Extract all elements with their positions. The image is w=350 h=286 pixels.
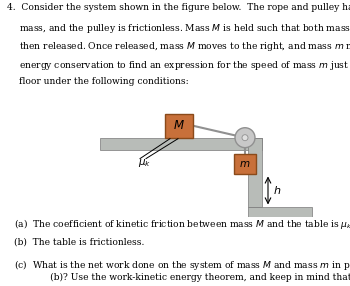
Text: $m$: $m$ bbox=[239, 158, 251, 168]
Bar bbox=[248, 207, 312, 217]
Bar bbox=[100, 138, 262, 150]
Text: (b)  The table is frictionless.: (b) The table is frictionless. bbox=[14, 238, 144, 247]
Circle shape bbox=[242, 135, 248, 141]
Circle shape bbox=[235, 128, 255, 148]
Bar bbox=[165, 114, 193, 138]
Text: (c)  What is the net work done on the system of mass $M$ and mass $m$ in parts (: (c) What is the net work done on the sys… bbox=[14, 258, 350, 272]
Text: $\mu_k$: $\mu_k$ bbox=[138, 157, 151, 168]
Text: then released. Once released, mass $M$ moves to the right, and mass $m$ moves do: then released. Once released, mass $M$ m… bbox=[19, 40, 350, 53]
Text: $M$: $M$ bbox=[173, 119, 185, 132]
Text: energy conservation to find an expression for the speed of mass $m$ just before : energy conservation to find an expressio… bbox=[19, 59, 350, 72]
Text: floor under the following conditions:: floor under the following conditions: bbox=[19, 77, 189, 86]
Bar bbox=[248, 138, 262, 207]
Text: (b)? Use the work-kinetic energy theorem, and keep in mind that you have already: (b)? Use the work-kinetic energy theorem… bbox=[30, 273, 350, 282]
Text: $h$: $h$ bbox=[273, 184, 281, 196]
Text: 4.  Consider the system shown in the figure below.  The rope and pulley have neg: 4. Consider the system shown in the figu… bbox=[7, 3, 350, 12]
Text: (a)  The coefficient of kinetic friction between mass $M$ and the table is $\mu_: (a) The coefficient of kinetic friction … bbox=[14, 217, 350, 231]
Bar bbox=[234, 154, 256, 174]
Text: mass, and the pulley is frictionless. Mass $M$ is held such that both masses sta: mass, and the pulley is frictionless. Ma… bbox=[19, 22, 350, 35]
